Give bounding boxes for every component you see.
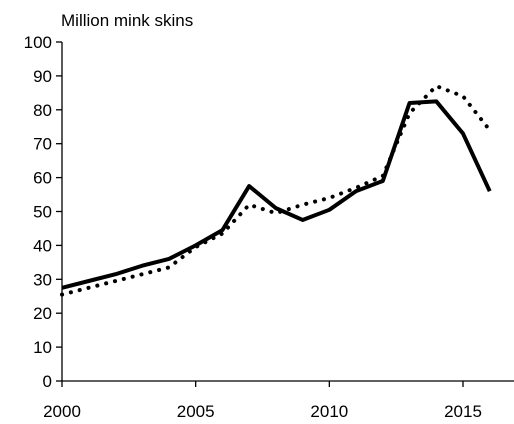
series-line-dotted bbox=[60, 84, 492, 297]
y-tick-label: 40 bbox=[33, 236, 52, 255]
y-tick-label: 50 bbox=[33, 203, 52, 222]
y-tick-label: 0 bbox=[43, 372, 52, 391]
y-tick-label: 30 bbox=[33, 270, 52, 289]
y-tick-label: 80 bbox=[33, 101, 52, 120]
x-tick-label: 2005 bbox=[177, 402, 215, 421]
y-tick-label: 90 bbox=[33, 67, 52, 86]
series-lines bbox=[60, 84, 492, 297]
y-tick-label: 70 bbox=[33, 135, 52, 154]
axes bbox=[56, 41, 514, 387]
y-axis-title: Million mink skins bbox=[61, 11, 193, 30]
y-tick-label: 10 bbox=[33, 338, 52, 357]
x-tick-label: 2015 bbox=[444, 402, 482, 421]
y-tick-label: 100 bbox=[24, 33, 52, 52]
x-tick-label: 2000 bbox=[43, 402, 81, 421]
x-tick-label: 2010 bbox=[310, 402, 348, 421]
tick-labels: 0 10 20 30 40 50 60 70 80 90 100 2000 2005 2010 2015 bbox=[24, 33, 482, 421]
series-line-solid bbox=[61, 99, 492, 290]
y-tick-label: 20 bbox=[33, 304, 52, 323]
y-tick-label: 60 bbox=[33, 169, 52, 188]
